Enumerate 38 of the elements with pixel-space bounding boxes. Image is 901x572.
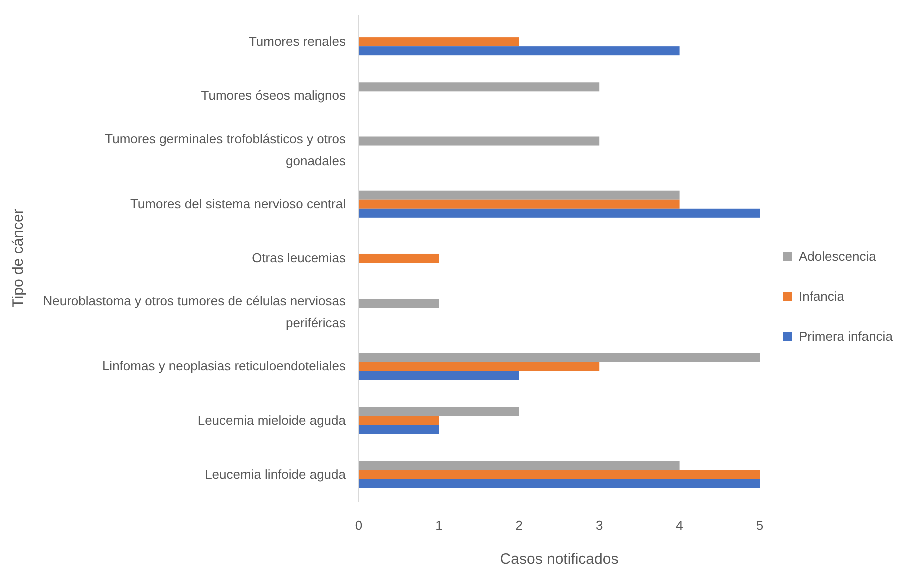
bar (359, 254, 440, 264)
bar (359, 407, 520, 416)
x-tick-label: 3 (596, 518, 604, 533)
bar (359, 208, 760, 218)
bar (359, 470, 760, 480)
x-axis-title: Casos notificados (500, 551, 619, 568)
bar (359, 461, 680, 470)
y-tick-label: Leucemia linfoide aguda (205, 466, 347, 482)
bar (359, 200, 680, 209)
y-tick-label: Tumores del sistema nervioso central (130, 196, 346, 212)
bar (359, 425, 440, 434)
bar (359, 371, 520, 380)
y-tick-label: Neuroblastoma y otros tumores de células nerviosas periféricas (43, 294, 346, 331)
y-tick-label: Tumores germinales trofoblásticos y otros gonadales (105, 131, 346, 168)
bar (359, 190, 680, 200)
bar (359, 38, 520, 47)
x-tick-label: 4 (676, 518, 684, 533)
bar (359, 362, 600, 372)
bar (359, 299, 440, 308)
bar (359, 353, 760, 362)
x-tick-label: 1 (436, 518, 443, 533)
bar (359, 479, 760, 488)
x-tick-label: 0 (355, 518, 363, 533)
x-tick-label: 2 (516, 518, 524, 533)
legend-label: Adolescencia (799, 249, 878, 264)
legend-label: Primera infancia (799, 329, 894, 344)
bar (359, 46, 680, 56)
y-tick-label: Otras leucemias (252, 250, 346, 266)
bar (359, 136, 600, 146)
x-tick-label: 5 (756, 518, 764, 533)
y-tick-label: Tumores renales (248, 34, 346, 50)
bar (359, 82, 600, 92)
y-axis-title: Tipo de cáncer (10, 209, 27, 308)
y-tick-label: Tumores óseos malignos (201, 88, 346, 104)
legend-label: Infancia (799, 289, 846, 304)
bar (359, 416, 440, 426)
y-tick-label: Leucemia mieloide aguda (198, 412, 347, 428)
y-tick-label: Linfomas y neoplasias reticuloendoteliales (102, 358, 346, 374)
